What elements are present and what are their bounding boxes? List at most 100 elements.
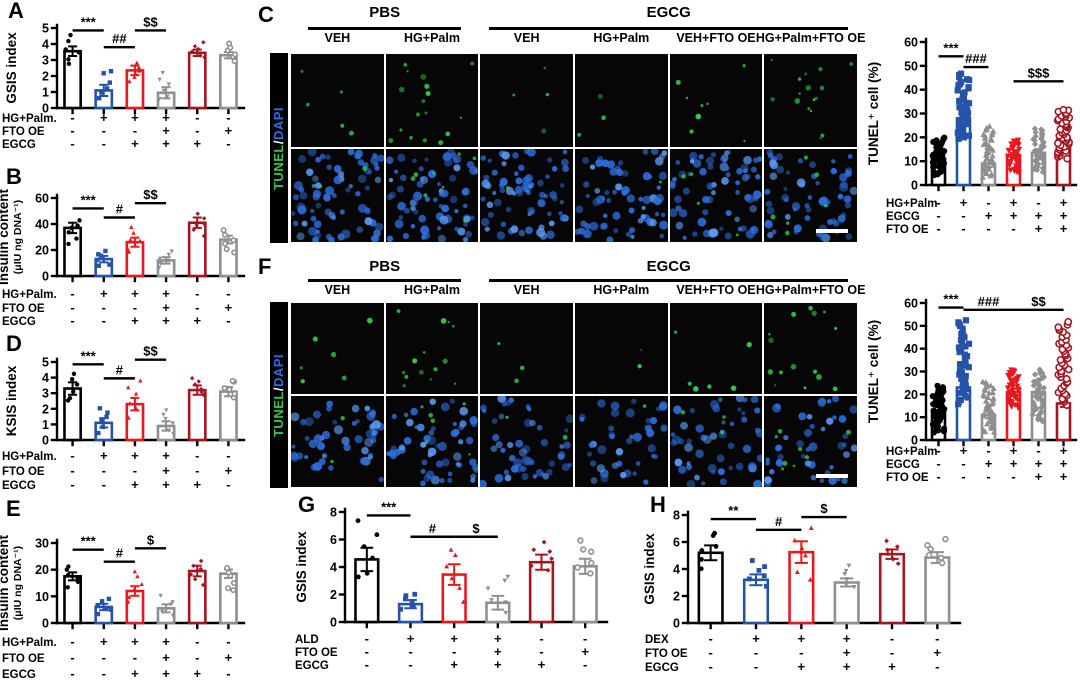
y-tick-label: 30 <box>35 537 49 551</box>
treatment-sign: + <box>100 448 108 463</box>
bar <box>187 221 207 278</box>
scatter-points <box>929 317 1073 436</box>
group-header-underline <box>489 279 848 282</box>
panel-label-h: H <box>650 492 666 517</box>
sig-label: $ <box>820 501 828 516</box>
treatment-sign: - <box>195 286 199 301</box>
y-tick-label: 20 <box>904 388 918 402</box>
treatment-sign: + <box>162 286 170 301</box>
error-bar <box>749 573 763 587</box>
dapi-image <box>289 396 385 487</box>
treatment-sign: + <box>193 477 201 492</box>
chart-svg: 0 10 20 30 40 50 60 TUNEL⁺ cell (%) *** ### $$$ HG+… <box>866 36 1078 236</box>
treatment-sign: + <box>581 644 589 659</box>
bars <box>63 45 238 110</box>
treatment-row-label: EGCG <box>886 211 920 223</box>
panel-label-d: D <box>6 331 22 356</box>
y-tick-label: 0 <box>911 434 918 448</box>
treatment-sign: + <box>193 313 201 328</box>
sig-label: $$ <box>143 344 158 359</box>
sig-label: *** <box>943 40 959 55</box>
treatment-sign: - <box>754 645 758 660</box>
scatter-points <box>929 70 1074 180</box>
y-tick-label: 60 <box>35 192 49 206</box>
axes <box>919 298 1078 447</box>
bars <box>354 546 598 624</box>
sig-label: ### <box>965 51 987 66</box>
treatment-row-label: HG+Palm <box>886 446 937 458</box>
treatment-sign: + <box>843 659 851 674</box>
axes <box>50 23 246 115</box>
treatment-sign: + <box>960 195 968 210</box>
treatment-row-label: EGCG <box>295 660 329 672</box>
chart-tunel-percent-c: 0 10 20 30 40 50 60 TUNEL⁺ cell (%) *** ### $$$ HG+… <box>862 20 1080 236</box>
axes <box>338 507 609 629</box>
dapi-image <box>668 149 763 242</box>
y-tick-label: 1 <box>42 86 49 100</box>
treatment-sign: + <box>1060 443 1068 458</box>
panel-label-e: E <box>6 496 21 521</box>
bars <box>697 540 951 625</box>
treatment-sign: - <box>936 208 940 223</box>
treatment-sign: - <box>708 645 712 660</box>
treatment-sign: - <box>539 644 543 659</box>
sig-label: # <box>116 546 124 561</box>
treatment-sign: - <box>986 469 990 484</box>
y-tick-label: 2 <box>330 588 337 602</box>
column-label: VEH+FTO OE <box>676 283 756 297</box>
chart-svg: 0 10 20 30 Insulin content (μIU ng DNA⁻¹) *** #… <box>0 532 246 681</box>
treatment-sign: + <box>131 666 139 681</box>
bars <box>930 112 1072 187</box>
treatment-sign: - <box>226 313 230 328</box>
y-tick-label: 2 <box>42 402 49 416</box>
treatment-sign: - <box>408 644 412 659</box>
y-tick-label: 4 <box>42 371 49 385</box>
treatment-row-label: FTO OE <box>2 126 45 138</box>
y-tick-label: 40 <box>904 83 918 97</box>
y-tick-label: 0 <box>673 617 680 631</box>
tunel-image <box>669 54 763 147</box>
treatment-sign: - <box>70 666 74 681</box>
y-tick-label: 5 <box>42 356 49 370</box>
treatment-sign: - <box>70 300 74 315</box>
treatment-sign: + <box>193 136 201 151</box>
dapi-image <box>478 393 575 489</box>
panel-label-b: B <box>6 164 22 189</box>
treatment-sign: - <box>70 313 74 328</box>
y-tick-label: 20 <box>35 563 49 577</box>
axes <box>50 193 246 283</box>
sig-label: ** <box>728 503 739 518</box>
treatment-sign: - <box>102 666 106 681</box>
bar <box>878 552 906 625</box>
treatment-sign: + <box>131 136 139 151</box>
tunel-image <box>385 54 479 147</box>
treatment-sign: - <box>70 477 74 492</box>
y-tick-label: 1 <box>42 418 49 432</box>
treatment-sign: - <box>102 477 106 492</box>
treatment-sign: + <box>100 286 108 301</box>
treatment-sign: - <box>799 645 803 660</box>
sig-label: # <box>775 514 783 529</box>
tunel-image <box>480 303 573 394</box>
treatment-sign: - <box>70 463 74 478</box>
treatment-sign: - <box>1011 469 1015 484</box>
treatment-sign: + <box>162 634 170 649</box>
y-tick-label: 10 <box>904 155 918 169</box>
treatment-row-label: EGCG <box>886 459 920 471</box>
panel-label-a: A <box>8 0 24 23</box>
treatment-row-label: FTO OE <box>295 647 338 659</box>
treatment-sign: - <box>1011 221 1015 236</box>
treatment-sign: + <box>162 477 170 492</box>
chart-insulin-content-e: 0 10 20 30 Insulin content (μIU ng DNA⁻¹) *** #… <box>0 502 252 683</box>
panel-label-c: C <box>258 2 274 27</box>
y-axis-label: TUNEL⁺ cell (%) <box>866 62 881 165</box>
group-header-underline <box>308 27 462 30</box>
treatment-sign: - <box>365 644 369 659</box>
treatment-sign: + <box>225 463 233 478</box>
column-label: HG+Palm+FTO OE <box>755 283 866 297</box>
treatment-row-label: FTO OE <box>2 303 45 315</box>
treatment-row-label: EGCG <box>645 662 679 674</box>
y-tick-label: 8 <box>330 506 337 520</box>
treatment-sign: - <box>936 469 940 484</box>
